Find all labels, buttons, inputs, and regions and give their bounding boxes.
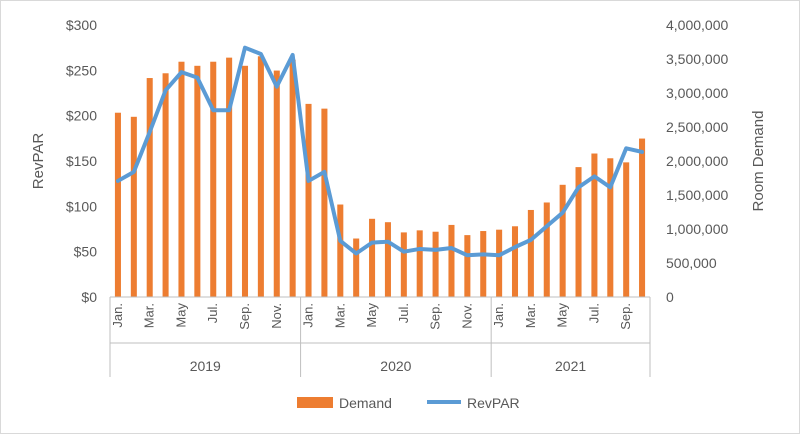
month-labels: Jan. Mar. May Jul. Sep. Nov. Jan. Mar. May Jul. Se… [110,303,633,330]
right-tick-label: 0 [666,289,674,305]
month-label: Mar. [332,303,347,328]
demand-bar [241,65,249,297]
month-label: Jul. [586,303,601,323]
left-tick-label: $0 [81,289,97,305]
axes [109,296,651,377]
year-label: 2019 [190,358,221,374]
year-label: 2020 [380,358,411,374]
month-label: Jan. [491,303,506,328]
left-axis-ticks: $0 $50 $100 $150 $200 $250 $300 [66,17,97,305]
demand-bar [369,218,376,297]
demand-bar [210,61,217,297]
left-tick-label: $200 [66,108,97,124]
month-label: Jul. [396,303,411,323]
demand-bar [591,153,598,297]
demand-bar [146,78,153,297]
month-label: Mar. [142,303,157,328]
year-label: 2021 [555,358,586,374]
month-label: Jan. [301,303,316,328]
demand-bar [353,238,360,297]
demand-bar [575,167,582,297]
demand-bar [226,57,233,297]
right-tick-label: 2,500,000 [666,119,728,135]
revpar-line [115,45,645,258]
demand-bar [543,202,550,297]
right-tick-label: 500,000 [666,255,717,271]
demand-bar [480,231,487,297]
demand-bar [416,230,423,297]
demand-bar [305,103,312,297]
demand-bar [464,235,471,297]
month-label: Sep. [237,303,252,330]
demand-bar [130,116,137,297]
demand-bar [289,59,296,298]
month-label: Sep. [618,303,633,330]
left-tick-label: $250 [66,62,97,78]
demand-bar [273,70,280,297]
month-label: Mar. [523,303,538,328]
demand-bars [114,56,646,298]
demand-bar [511,226,519,297]
right-tick-label: 1,500,000 [666,187,728,203]
left-tick-label: $50 [74,244,98,260]
demand-bar [178,61,185,297]
demand-bar [639,138,646,297]
demand-bar [607,158,614,297]
right-tick-label: 4,000,000 [666,17,728,33]
demand-bar [337,204,344,297]
month-label: Nov. [269,303,284,329]
month-label: Jan. [110,303,125,328]
month-label: May [173,303,188,328]
revpar-line-layer [115,45,645,258]
left-tick-label: $150 [66,153,97,169]
right-axis-ticks: 0 500,000 1,000,000 1,500,000 2,000,000 2,500… [666,17,728,305]
demand-bar [162,73,169,297]
demand-bar [321,108,328,297]
left-tick-label: $100 [66,198,97,214]
right-tick-label: 3,000,000 [666,85,728,101]
right-tick-label: 3,500,000 [666,51,728,67]
demand-bar [496,229,503,297]
right-tick-label: 1,000,000 [666,221,728,237]
month-label: May [364,303,379,328]
month-label: May [555,303,570,328]
left-tick-label: $300 [66,17,97,33]
demand-bar [623,162,630,297]
right-axis-title: Room Demand [750,111,767,212]
month-label: Nov. [459,303,474,329]
month-label: Sep. [428,303,443,330]
demand-bar [432,231,439,297]
right-tick-label: 2,000,000 [666,153,728,169]
demand-bar [559,184,566,297]
left-axis-title: RevPAR [30,133,47,190]
year-labels: 2019 2020 2021 [190,358,587,374]
demand-bar [448,224,455,297]
demand-bar [194,65,201,297]
demand-bar [400,232,407,297]
legend: Demand RevPAR [297,395,520,411]
demand-bar [257,56,264,297]
demand-bar [527,209,534,297]
demand-bar [384,222,391,297]
legend-revpar-label: RevPAR [467,395,520,411]
month-label: Jul. [205,303,220,323]
legend-demand-swatch [297,397,333,408]
legend-demand-label: Demand [339,395,392,411]
demand-bar [114,112,121,297]
